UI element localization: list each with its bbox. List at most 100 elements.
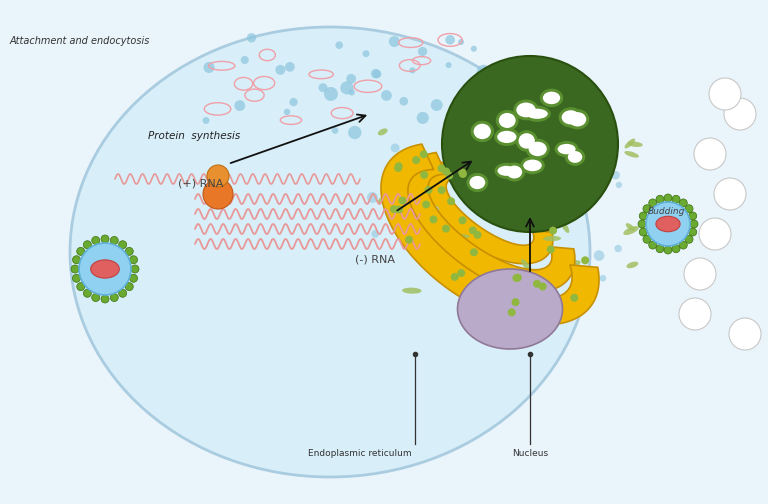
Text: Attachment and endocytosis: Attachment and endocytosis [10, 36, 151, 46]
Circle shape [101, 295, 109, 303]
Ellipse shape [628, 142, 643, 147]
Circle shape [336, 41, 343, 49]
Circle shape [470, 248, 478, 257]
Circle shape [572, 272, 582, 282]
Circle shape [512, 274, 521, 282]
Ellipse shape [528, 142, 547, 156]
Circle shape [203, 117, 210, 124]
Ellipse shape [485, 138, 497, 146]
Circle shape [616, 182, 622, 188]
Circle shape [685, 205, 693, 213]
Circle shape [471, 46, 477, 52]
Circle shape [324, 87, 338, 101]
Circle shape [91, 293, 100, 301]
Circle shape [240, 56, 249, 64]
Text: (-) RNA: (-) RNA [355, 254, 395, 264]
Circle shape [581, 257, 589, 264]
Circle shape [664, 246, 672, 254]
Circle shape [656, 195, 664, 203]
Circle shape [594, 250, 604, 261]
Ellipse shape [526, 109, 548, 119]
Circle shape [125, 283, 134, 291]
Ellipse shape [70, 27, 590, 477]
Circle shape [471, 87, 485, 100]
Circle shape [381, 90, 392, 101]
Ellipse shape [554, 141, 578, 157]
Ellipse shape [521, 259, 533, 274]
Circle shape [643, 205, 651, 213]
Circle shape [391, 144, 399, 152]
Circle shape [685, 235, 693, 243]
Circle shape [468, 226, 477, 234]
Circle shape [204, 62, 214, 73]
Ellipse shape [462, 176, 475, 185]
Ellipse shape [432, 219, 448, 226]
Polygon shape [381, 144, 599, 325]
Ellipse shape [402, 288, 422, 294]
Circle shape [639, 212, 647, 220]
Circle shape [442, 167, 450, 175]
Circle shape [91, 236, 100, 244]
Ellipse shape [469, 176, 485, 189]
Circle shape [511, 298, 519, 306]
Circle shape [101, 235, 109, 243]
Circle shape [729, 318, 761, 350]
Ellipse shape [558, 107, 583, 128]
Ellipse shape [507, 166, 522, 178]
Ellipse shape [513, 99, 538, 120]
Circle shape [332, 127, 339, 134]
Circle shape [447, 197, 455, 205]
Circle shape [614, 245, 622, 252]
Ellipse shape [497, 131, 516, 143]
Circle shape [538, 283, 547, 290]
Circle shape [319, 83, 327, 92]
Text: (+) RNA: (+) RNA [178, 178, 223, 188]
Circle shape [684, 258, 716, 290]
Ellipse shape [560, 158, 570, 167]
Circle shape [247, 33, 257, 42]
Ellipse shape [656, 216, 680, 232]
Circle shape [394, 164, 402, 172]
Circle shape [709, 78, 741, 110]
Circle shape [79, 243, 131, 295]
Circle shape [508, 308, 516, 317]
Circle shape [419, 242, 429, 253]
Circle shape [458, 39, 464, 45]
Ellipse shape [474, 123, 491, 139]
Ellipse shape [523, 106, 551, 122]
Ellipse shape [520, 157, 545, 174]
Circle shape [646, 202, 690, 246]
Circle shape [409, 67, 415, 74]
Circle shape [349, 89, 355, 96]
Circle shape [418, 47, 427, 56]
Circle shape [699, 218, 731, 250]
Circle shape [458, 216, 466, 224]
Ellipse shape [543, 92, 560, 104]
Circle shape [638, 220, 646, 228]
Circle shape [77, 247, 84, 256]
Circle shape [340, 81, 353, 94]
Ellipse shape [626, 223, 634, 231]
Circle shape [547, 245, 554, 254]
Ellipse shape [543, 236, 561, 241]
Circle shape [111, 293, 118, 301]
Circle shape [445, 35, 455, 45]
Ellipse shape [518, 133, 535, 149]
Ellipse shape [627, 262, 638, 268]
Circle shape [77, 283, 84, 291]
Circle shape [131, 265, 139, 273]
Circle shape [412, 156, 420, 164]
Circle shape [689, 212, 697, 220]
Ellipse shape [498, 113, 515, 128]
Circle shape [422, 201, 430, 209]
Ellipse shape [466, 173, 488, 192]
Ellipse shape [494, 128, 519, 146]
Circle shape [649, 199, 657, 207]
Ellipse shape [558, 144, 575, 154]
Circle shape [130, 256, 137, 264]
Circle shape [477, 65, 491, 78]
Circle shape [714, 178, 746, 210]
Circle shape [689, 228, 697, 236]
Circle shape [442, 225, 450, 233]
Circle shape [455, 124, 468, 138]
